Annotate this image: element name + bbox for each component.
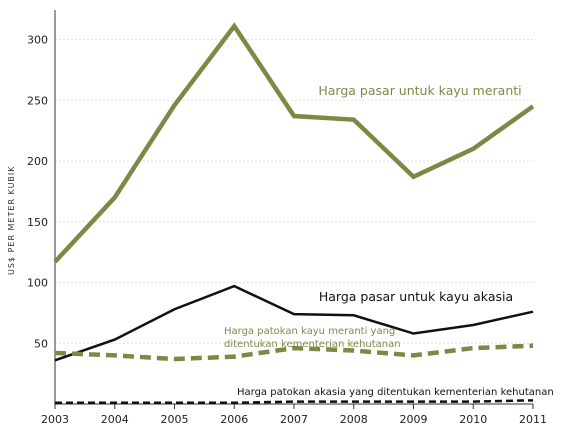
x-tick-label: 2006 — [220, 413, 248, 426]
x-tick-label: 2007 — [280, 413, 308, 426]
series-label-meranti-market: Harga pasar untuk kayu meranti — [318, 83, 521, 98]
x-tick-label: 2011 — [519, 413, 547, 426]
y-tick-label: 150 — [27, 216, 48, 229]
x-tick-label: 2003 — [41, 413, 69, 426]
y-axis-label: US$ PER METER KUBIK — [7, 165, 16, 275]
series-line-akasia-benchmark — [55, 399, 534, 405]
x-tick-label: 2009 — [400, 413, 428, 426]
axes: 50 100 150 200 250 300 2003 2004 2005 2006 2007 200… — [27, 10, 547, 426]
series-label-akasia-benchmark: Harga patokan akasia yang ditentukan kem… — [237, 387, 554, 398]
x-tick-label: 2005 — [161, 413, 189, 426]
series-label-meranti-benchmark: ditentukan kementerian kehutanan — [224, 339, 401, 350]
y-tick-label: 200 — [27, 155, 48, 168]
series-line-akasia-market — [54, 284, 534, 362]
series-line-meranti-market — [53, 22, 535, 264]
series-label-akasia-market: Harga pasar untuk kayu akasia — [319, 289, 513, 304]
x-tick-label: 2010 — [459, 413, 487, 426]
series — [53, 22, 535, 405]
y-tick-label: 250 — [27, 94, 48, 107]
y-tick-label: 100 — [27, 277, 48, 290]
y-tick-label: 300 — [27, 34, 48, 47]
annotations: Harga pasar untuk kayu meranti Harga pasa… — [224, 83, 554, 398]
series-label-meranti-benchmark: Harga patokan kayu meranti yang — [224, 326, 395, 337]
y-tick-label: 50 — [34, 337, 48, 350]
series-line-meranti-benchmark — [54, 343, 534, 362]
x-tick-label: 2004 — [101, 413, 129, 426]
x-tick-label: 2008 — [340, 413, 368, 426]
